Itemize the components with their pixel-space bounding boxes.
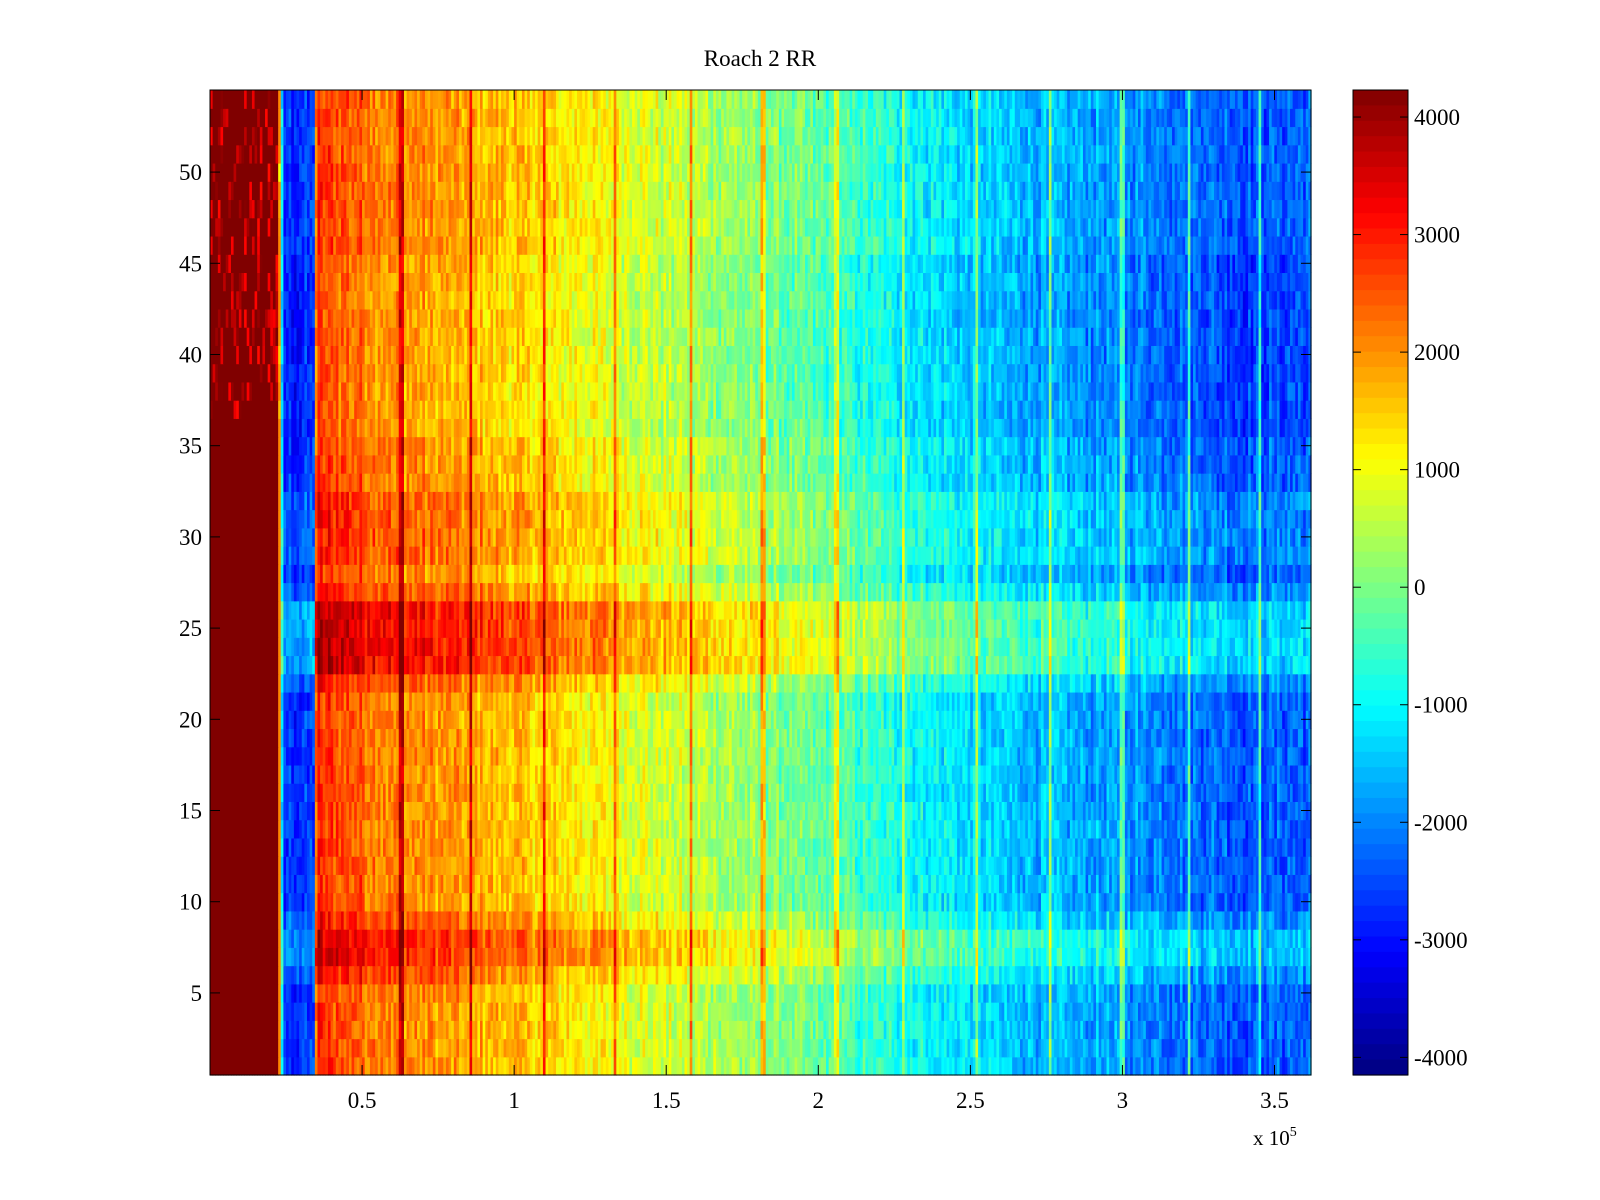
chart-title: Roach 2 RR [704,46,817,71]
heatmap-cells [210,90,1312,1076]
